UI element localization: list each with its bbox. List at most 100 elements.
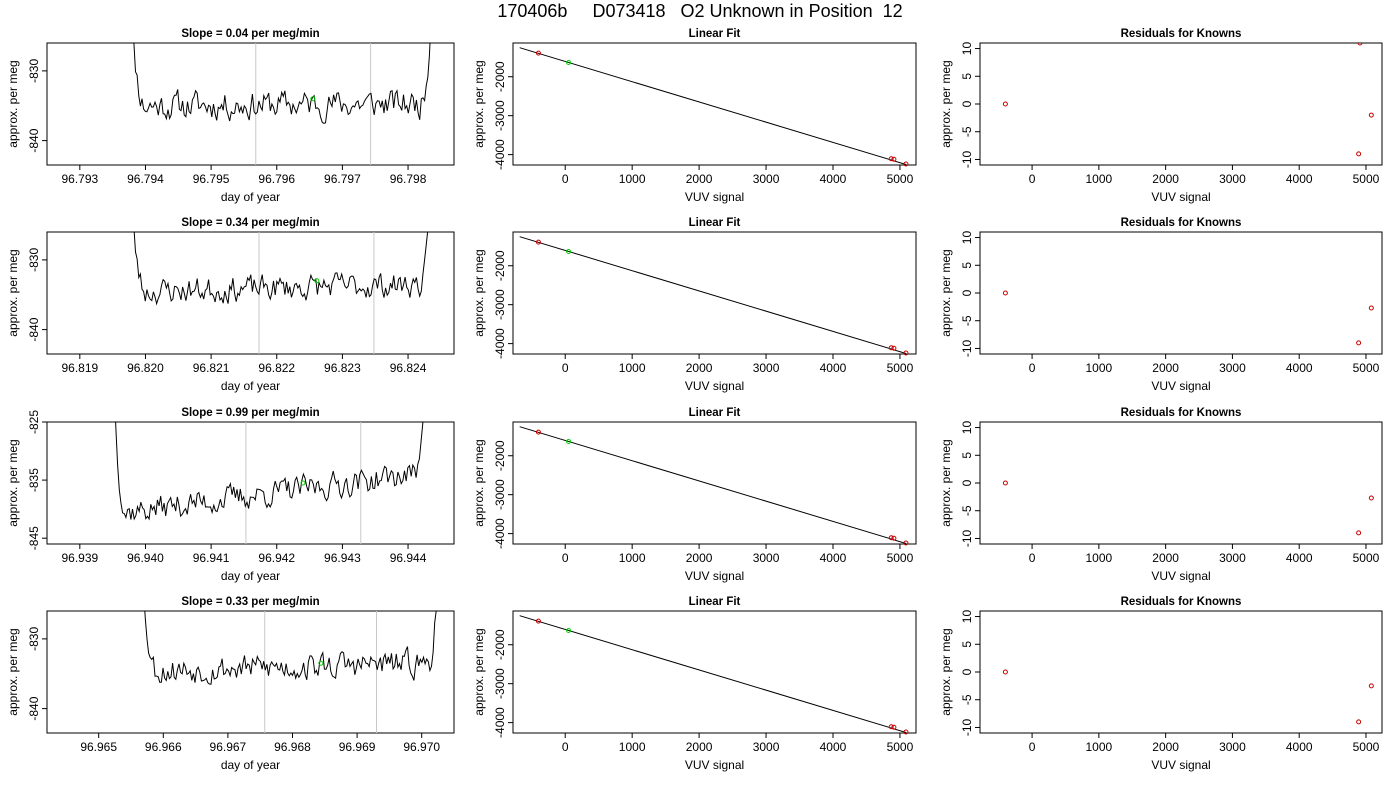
y-tick-label: -2000 — [493, 440, 507, 471]
y-tick-label: -845 — [27, 526, 41, 550]
unknown-point — [566, 627, 572, 633]
known-point — [535, 50, 541, 56]
x-tick-label: 96.944 — [390, 551, 427, 565]
x-tick-label: 1000 — [619, 551, 646, 565]
x-axis-label: VUV signal — [1151, 379, 1210, 393]
known-point — [891, 156, 897, 162]
y-tick-label: 0 — [960, 100, 974, 107]
plot-frame — [979, 42, 1383, 166]
x-tick-label: 96.940 — [127, 551, 164, 565]
x-tick-label: 4000 — [1286, 551, 1313, 565]
y-axis-label: approx. per meg — [939, 60, 953, 147]
x-tick-label: 0 — [1029, 172, 1036, 186]
x-tick-label: 2000 — [1152, 172, 1179, 186]
y-tick-label: -2000 — [493, 250, 507, 281]
residual-point — [1356, 719, 1362, 725]
x-tick-label: 2000 — [1152, 740, 1179, 754]
y-tick-label: -4000 — [493, 139, 507, 170]
y-tick-label: 10 — [960, 421, 974, 435]
y-axis-label: approx. per meg — [6, 628, 20, 715]
x-tick-label: 96.939 — [61, 551, 98, 565]
x-axis-label: day of year — [221, 190, 280, 204]
y-tick-label: -4000 — [493, 707, 507, 738]
plot-title: Residuals for Knowns — [1121, 28, 1242, 40]
y-tick-label: -4000 — [493, 328, 507, 359]
residual-point — [1368, 305, 1374, 311]
known-point — [535, 239, 541, 245]
known-point — [888, 724, 894, 730]
unknown-point — [566, 248, 572, 254]
known-point — [888, 345, 894, 351]
x-tick-label: 96.793 — [61, 172, 98, 186]
x-tick-label: 4000 — [1286, 172, 1313, 186]
plot-title: Slope = 0.04 per meg/min — [181, 28, 319, 40]
y-tick-label: -830 — [27, 59, 41, 83]
y-tick-label: -840 — [27, 317, 41, 341]
x-tick-label: 0 — [1029, 740, 1036, 754]
x-axis-label: VUV signal — [685, 569, 744, 583]
timeseries-trace — [133, 232, 429, 306]
plot-frame — [46, 231, 455, 355]
x-tick-label: 3000 — [1219, 740, 1246, 754]
main-title: 170406b D073418 O2 Unknown in Position 1… — [497, 1, 903, 21]
y-axis-label: approx. per meg — [472, 249, 486, 336]
x-tick-label: 2000 — [1152, 551, 1179, 565]
y-tick-label: -5 — [960, 694, 974, 705]
x-tick-label: 96.822 — [258, 361, 295, 375]
x-tick-label: 5000 — [887, 551, 914, 565]
unknown-point — [566, 59, 572, 65]
y-tick-label: -2000 — [493, 629, 507, 660]
x-tick-label: 4000 — [1286, 740, 1313, 754]
y-axis-label: approx. per meg — [6, 60, 20, 147]
x-tick-label: 3000 — [1219, 172, 1246, 186]
residual-point — [1357, 43, 1363, 46]
y-tick-label: 10 — [960, 42, 974, 56]
x-tick-label: 96.824 — [390, 361, 427, 375]
x-tick-label: 1000 — [1086, 740, 1113, 754]
residual-point — [1356, 151, 1362, 157]
x-tick-label: 4000 — [820, 361, 847, 375]
x-tick-label: 1000 — [1086, 172, 1113, 186]
residual-point — [1356, 340, 1362, 346]
known-point — [891, 724, 897, 730]
x-tick-label: 3000 — [1219, 361, 1246, 375]
plot-title: Linear Fit — [689, 217, 741, 229]
known-point — [535, 429, 541, 435]
x-axis-label: day of year — [221, 758, 280, 772]
x-tick-label: 96.798 — [390, 172, 427, 186]
y-tick-label: 0 — [960, 289, 974, 296]
x-tick-label: 1000 — [619, 740, 646, 754]
x-tick-label: 5000 — [1353, 172, 1380, 186]
residual-point — [1002, 480, 1008, 486]
known-point — [903, 729, 909, 735]
x-axis-label: VUV signal — [685, 379, 744, 393]
y-tick-label: 5 — [960, 452, 974, 459]
y-tick-label: -835 — [27, 468, 41, 492]
plot-frame — [512, 231, 917, 355]
x-tick-label: 3000 — [1219, 551, 1246, 565]
y-tick-label: 10 — [960, 231, 974, 245]
x-tick-label: 5000 — [887, 172, 914, 186]
x-tick-label: 96.967 — [210, 740, 247, 754]
x-tick-label: 1000 — [619, 361, 646, 375]
plot-frame — [46, 421, 455, 545]
x-tick-label: 4000 — [820, 172, 847, 186]
x-axis-label: day of year — [221, 379, 280, 393]
y-tick-label: -5 — [960, 315, 974, 326]
y-axis-label: approx. per meg — [472, 628, 486, 715]
known-point — [888, 535, 894, 541]
x-tick-label: 4000 — [1286, 361, 1313, 375]
x-tick-label: 0 — [562, 172, 569, 186]
x-tick-label: 0 — [562, 740, 569, 754]
plot-title: Residuals for Knowns — [1121, 407, 1242, 419]
plot-frame — [512, 421, 917, 545]
x-tick-label: 5000 — [887, 740, 914, 754]
plot-frame — [512, 610, 917, 734]
y-tick-label: -2000 — [493, 61, 507, 92]
x-tick-label: 96.823 — [324, 361, 361, 375]
unknown-mean-point — [310, 96, 316, 102]
plot-frame — [46, 42, 455, 166]
plot-frame — [46, 610, 455, 734]
unknown-mean-point — [318, 660, 324, 666]
known-point — [888, 156, 894, 162]
